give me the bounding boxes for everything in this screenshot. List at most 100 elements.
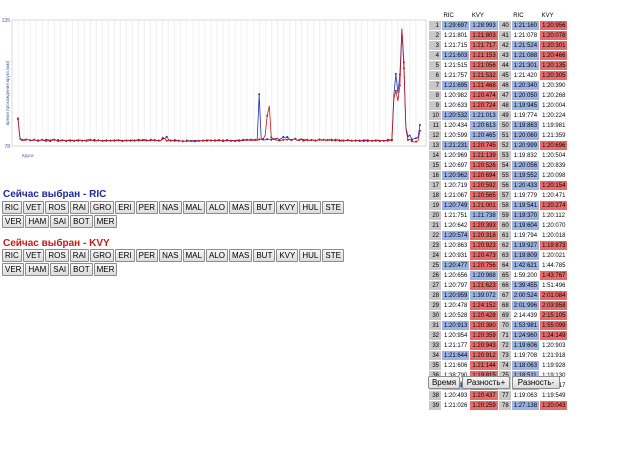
kvy-time: 1:20:259 <box>469 400 499 411</box>
lap-number: 42 <box>497 40 512 51</box>
ric-time: 1:21:801 <box>440 30 471 41</box>
ric-time: 1:20:340 <box>510 80 541 91</box>
kvy-time: 1:20:359 <box>469 330 499 341</box>
driver-button-mer[interactable]: MER <box>93 215 118 228</box>
lap-row: 16 1:20:962 1:20:694 55 1:19:552 1:20:098 <box>428 170 569 181</box>
ric-time: 1:19:541 <box>510 200 541 211</box>
lap-row: 34 1:21:644 1:20:912 73 1:19:708 1:21:918 <box>428 350 569 361</box>
series-1-point <box>250 139 253 141</box>
time-button[interactable]: Время <box>428 376 460 389</box>
driver-button-ste[interactable]: STE <box>322 201 344 214</box>
driver-button-ste[interactable]: STE <box>322 249 344 262</box>
driver-button-hul[interactable]: HUL <box>299 249 322 262</box>
series-0-point <box>282 135 285 138</box>
driver-button-kvy[interactable]: KVY <box>276 249 299 262</box>
driver-button-nas[interactable]: NAS <box>159 249 182 262</box>
series-1-point <box>97 139 100 142</box>
lap-number: 59 <box>497 210 512 221</box>
ric-time: 1:20:954 <box>440 330 471 341</box>
series-1-point <box>37 139 40 142</box>
driver-button-sai[interactable]: SAI <box>50 215 70 228</box>
driver-button-hul[interactable]: HUL <box>299 201 322 214</box>
driver-button-sai[interactable]: SAI <box>50 263 70 276</box>
driver-button-eri[interactable]: ERI <box>115 201 135 214</box>
lap-number: 78 <box>497 400 512 411</box>
lap-number: 39 <box>428 400 442 411</box>
driver-button-ric[interactable]: RIC <box>2 249 22 262</box>
series-1-point <box>306 138 309 141</box>
lap-row: 5 1:21:515 1:21:056 44 1:21:301 1:20:135 <box>428 60 569 71</box>
driver-button-but[interactable]: BUT <box>253 201 276 214</box>
difference-plus-button[interactable]: Разность+ <box>462 376 510 389</box>
y-axis-label: время прохождения круга (мм) <box>5 60 10 125</box>
ric-time: 1:18:063 <box>510 360 541 371</box>
driver-button-ham[interactable]: HAM <box>25 215 50 228</box>
driver-button-kvy[interactable]: KVY <box>276 201 299 214</box>
kvy-driver-buttons-row1: RIC VET ROS RAI GRO ERI PER NAS MAL ALO MAS BUT KVY H… <box>2 249 345 262</box>
driver-button-bot[interactable]: BOT <box>70 263 93 276</box>
kvy-time: 1:20:988 <box>469 270 499 281</box>
driver-button-bot[interactable]: BOT <box>70 215 93 228</box>
series-1-point <box>222 139 224 142</box>
lap-number: 44 <box>497 60 512 71</box>
kvy-time: 1:19:549 <box>539 390 569 401</box>
lap-number: 52 <box>497 140 512 151</box>
difference-minus-button[interactable]: Разность- <box>512 376 560 389</box>
driver-button-ver[interactable]: VER <box>2 263 25 276</box>
driver-button-gro[interactable]: GRO <box>90 249 115 262</box>
series-1-point <box>246 138 249 141</box>
driver-button-ric[interactable]: RIC <box>2 201 22 214</box>
driver-button-mas[interactable]: MAS <box>228 249 253 262</box>
lap-number: 58 <box>497 200 512 211</box>
kvy-time: 1:21:153 <box>469 50 499 61</box>
header-ric-2: RIC <box>513 13 524 19</box>
series-1-point <box>411 140 413 143</box>
driver-button-vet[interactable]: VET <box>22 249 45 262</box>
series-1-point <box>342 139 345 142</box>
driver-button-ver[interactable]: VER <box>2 215 25 228</box>
kvy-time: 1:21:144 <box>469 360 499 371</box>
kvy-time: 1:20:471 <box>539 190 569 201</box>
ric-time: 1:20:477 <box>440 260 471 271</box>
lap-number: 10 <box>428 110 442 121</box>
kvy-time: 1:20:301 <box>539 40 569 51</box>
driver-button-eri[interactable]: ERI <box>115 249 135 262</box>
driver-button-alo[interactable]: ALO <box>205 201 228 214</box>
driver-button-mas[interactable]: MAS <box>228 201 253 214</box>
series-1-point <box>262 137 265 140</box>
driver-button-ros[interactable]: ROS <box>45 201 69 214</box>
driver-button-ros[interactable]: ROS <box>45 249 69 262</box>
kvy-time: 1:20:274 <box>539 200 569 211</box>
lap-row: 15 1:20:697 1:20:526 54 1:20:056 1:20:839 <box>428 160 569 171</box>
ric-time: 1:42:621 <box>510 260 541 271</box>
driver-button-rai[interactable]: RAI <box>69 249 90 262</box>
lap-number: 60 <box>497 220 512 231</box>
driver-button-but[interactable]: BUT <box>253 249 276 262</box>
series-1-point <box>294 137 297 140</box>
series-1-point <box>218 139 220 142</box>
kvy-time: 1:20:043 <box>539 400 569 411</box>
kvy-time: 1:20:724 <box>469 100 499 111</box>
driver-button-rai[interactable]: RAI <box>69 201 90 214</box>
lap-row: 22 1:20:574 1:20:318 61 1:19:794 1:20:018 <box>428 230 569 241</box>
lap-number: 57 <box>497 190 512 201</box>
lap-number: 18 <box>428 190 442 201</box>
driver-button-mal[interactable]: MAL <box>182 201 205 214</box>
driver-button-per[interactable]: PER <box>135 201 159 214</box>
driver-button-gro[interactable]: GRO <box>90 201 115 214</box>
lap-row: 31 1:20:913 1:20:380 70 1:53:981 1:55:099 <box>428 320 569 331</box>
series-1-point <box>49 139 52 142</box>
driver-button-alo[interactable]: ALO <box>205 249 228 262</box>
driver-button-vet[interactable]: VET <box>22 201 45 214</box>
driver-button-mer[interactable]: MER <box>93 263 118 276</box>
series-1-point <box>258 138 261 141</box>
driver-button-nas[interactable]: NAS <box>159 201 182 214</box>
series-0-point <box>419 124 421 126</box>
driver-button-mal[interactable]: MAL <box>182 249 205 262</box>
lap-number: 43 <box>497 50 512 61</box>
y-tick-bottom: 78 <box>4 144 10 150</box>
kvy-driver-buttons-row2: VER HAM SAI BOT MER <box>2 263 118 276</box>
driver-button-ham[interactable]: HAM <box>25 263 50 276</box>
ric-time: 1:19:927 <box>510 240 541 251</box>
driver-button-per[interactable]: PER <box>135 249 159 262</box>
